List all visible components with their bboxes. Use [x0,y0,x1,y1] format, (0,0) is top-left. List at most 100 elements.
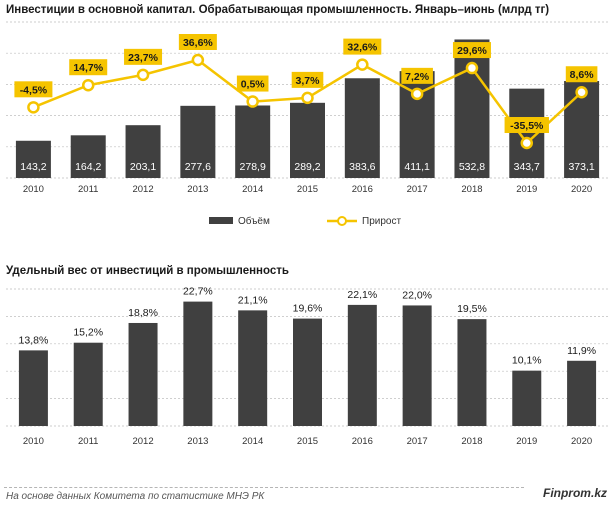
chart2-x-tick: 2018 [461,436,482,447]
chart2-bar-label: 19,6% [293,303,323,315]
chart1-bar-label: 289,2 [294,161,320,173]
chart1-x-tick: 2020 [571,184,592,195]
chart1-bar [290,102,325,178]
chart2-bar-label: 10,1% [512,355,542,367]
chart2-bar-label: 22,7% [183,286,213,298]
chart1-bar [235,105,271,178]
chart1-growth-point [246,95,259,108]
chart1-growth-label: -35,5% [510,120,544,132]
chart2-bar-label: 13,8% [19,334,49,346]
chart1-growth-point [465,61,479,75]
chart1-growth-label-box [236,75,269,92]
chart1-bar-label: 277,6 [185,161,211,173]
chart1-bar [180,105,216,178]
legend-volume-swatch [209,217,233,224]
legend-growth-swatch-point [337,216,347,226]
chart1-growth-label: 14,7% [73,62,103,74]
chart1-growth-point [191,53,205,67]
chart1-growth-point [356,58,369,71]
chart2-bar-label: 18,8% [128,307,158,319]
chart2-bar-label: 22,0% [402,289,432,301]
chart1-growth-label-box [124,48,163,65]
chart1-x-tick: 2015 [297,184,318,195]
chart1-growth-label-box [401,67,433,84]
chart2-x-tick: 2015 [297,436,318,447]
chart1-growth-point [81,78,95,92]
chart2-title: Удельный вес от инвестиций в промышленно… [6,265,289,277]
chart1-growth-label: 32,6% [347,42,377,54]
chart1-x-tick: 2018 [461,184,482,195]
chart1-bar-label: 373,1 [568,161,594,173]
chart1-growth-label-box [291,71,324,88]
chart1-growth-point [301,91,314,105]
chart1-growth-point [520,136,534,150]
chart1-growth-label-box [343,38,382,55]
chart1-x-tick: 2017 [407,184,428,195]
chart2-bar [128,322,158,426]
chart1-x-tick: 2016 [352,184,373,195]
chart1-x-tick: 2011 [78,184,98,195]
chart1-bar-label: 203,1 [130,161,156,173]
chart2-bar [457,319,487,426]
chart2-x-tick: 2014 [242,436,263,447]
chart1-growth-label: 3,7% [296,75,321,87]
chart2-x-tick: 2013 [187,436,208,447]
chart1-growth-label-box [14,81,53,98]
chart1-growth-label: -4,5% [20,84,48,96]
chart2-x-tick: 2020 [571,436,592,447]
chart2-bar [183,301,213,426]
chart2-bar [402,305,432,426]
chart2-x-tick: 2012 [132,436,153,447]
chart2-bar-label: 22,1% [347,289,377,301]
chart1-bar [125,125,161,178]
chart1-growth-label-box [504,117,549,133]
chart2-x-tick: 2011 [78,436,98,447]
chart2-x-tick: 2019 [516,436,537,447]
chart1-growth-label: 29,6% [457,45,487,57]
chart2-x-tick: 2017 [407,436,428,447]
chart1-growth-label: 7,2% [405,71,430,83]
brand-logo-text: Finprom.kz [542,486,607,500]
chart1-growth-label-box [178,34,217,50]
chart2-bar [238,310,268,426]
chart1-growth-point [410,87,424,101]
chart1-bar-label: 143,2 [20,161,46,173]
chart1-growth-label-box [565,66,598,83]
chart2-bar [512,370,542,426]
chart1-bar-label: 411,1 [404,161,430,173]
chart1-growth-label-box [69,59,108,76]
chart1-growth-point [575,85,588,99]
chart1-growth-point [136,68,150,82]
chart1-bar [70,135,106,178]
chart2-bar-label: 11,9% [567,345,596,357]
chart2-bar-label: 19,5% [457,303,487,315]
chart1-bar-label: 164,2 [75,161,101,173]
chart2-bar-label: 15,2% [73,327,103,339]
chart1-bar-label: 278,9 [240,161,266,173]
chart2-x-tick: 2010 [23,436,44,447]
chart1-x-tick: 2010 [23,184,44,195]
chart2-bar [347,304,377,426]
chart1-growth-label-box [452,42,491,59]
chart1-growth-label: 0,5% [241,79,266,91]
chart2-bar-label: 21,1% [238,294,268,306]
chart1-bar-label: 343,7 [514,161,540,173]
chart1-growth-label: 8,6% [570,69,595,81]
chart1-x-tick: 2013 [187,184,208,195]
chart2-bar [567,360,597,426]
chart1-growth-point [27,101,40,114]
chart1-growth-label: 36,6% [183,37,213,49]
footer-divider [4,487,524,488]
legend-growth-label: Прирост [362,216,401,227]
chart1-bar [454,39,490,178]
chart1-bar [344,78,380,178]
chart1-bar-label: 532,8 [459,161,485,173]
legend-volume-label: Объём [238,215,270,227]
source-note: На основе данных Комитета по статистике … [6,491,265,502]
chart1-title: Инвестиции в основной капитал. Обрабатыв… [6,4,550,16]
chart1-bar [15,140,51,178]
chart1-x-tick: 2012 [132,184,153,195]
chart1-bar-label: 383,6 [349,161,375,173]
chart2-bar [18,350,48,426]
chart1-x-tick: 2019 [516,184,537,195]
